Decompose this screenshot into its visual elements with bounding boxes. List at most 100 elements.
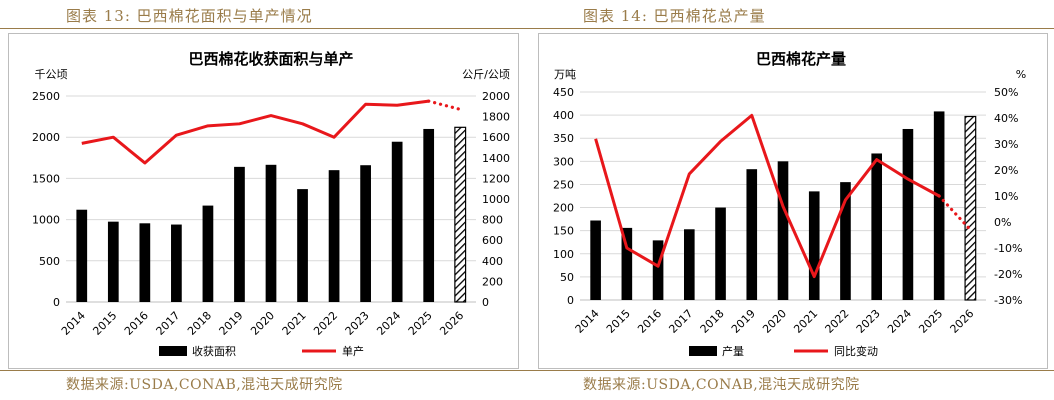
bar-产量 (871, 153, 883, 300)
bar-产量 (808, 191, 820, 300)
x-axis-tick-label: 2017 (154, 309, 183, 338)
bar-产量 (964, 115, 977, 301)
chart-panel-right: 巴西棉花产量 万吨 % 0 50 100 150 200 250 300 350 400 450 -… (538, 33, 1048, 369)
right-axis-tick-label: 200 (482, 275, 503, 288)
right-axis-tick-label: 2000 (482, 90, 510, 103)
bottom-rule (0, 370, 1054, 371)
figure-caption-left: 图表 13: 巴西棉花面积与单产情况 (66, 7, 313, 25)
chart-title: 巴西棉花收获面积与单产 (188, 50, 353, 68)
bar-产量 (902, 128, 914, 300)
x-axis-tick-label: 2016 (635, 307, 664, 336)
bar-收获面积 (391, 141, 403, 302)
top-rule (0, 28, 1054, 29)
data-source-right: 数据来源:USDA,CONAB,混沌天成研究院 (583, 377, 860, 393)
x-axis-tick-label: 2024 (885, 307, 914, 336)
x-axis-tick-label: 2019 (729, 307, 758, 336)
right-axis-tick-label: 20% (994, 164, 1018, 177)
left-axis-tick-label: 1000 (32, 214, 60, 227)
right-axis-tick-label: 1000 (482, 193, 510, 206)
right-axis-tick-label: -10% (994, 242, 1022, 255)
right-axis-tick-label: -30% (994, 294, 1022, 307)
right-axis-tick-label: 0% (994, 216, 1011, 229)
right-axis-tick-label: 10% (994, 190, 1018, 203)
left-axis-tick-label: 50 (560, 271, 574, 284)
bar-收获面积 (454, 126, 467, 303)
right-axis-tick-label: 400 (482, 255, 503, 268)
x-axis-tick-label: 2014 (573, 307, 602, 336)
right-axis-tick-label: -20% (994, 268, 1022, 281)
x-axis-tick-label: 2021 (280, 309, 309, 338)
x-axis-tick-label: 2020 (248, 309, 277, 338)
bar-产量 (652, 240, 664, 300)
x-axis-tick-label: 2023 (343, 309, 372, 338)
line-单产 (81, 99, 429, 165)
x-axis-tick-label: 2025 (406, 309, 435, 338)
bar-收获面积 (171, 224, 182, 302)
figure-caption-right: 图表 14: 巴西棉花总产量 (583, 7, 766, 25)
bar-收获面积 (265, 164, 277, 302)
left-axis-tick-label: 0 (567, 294, 574, 307)
right-axis-tick-label: 1400 (482, 152, 510, 165)
line-forecast-同比变动 (937, 194, 972, 232)
bar-收获面积 (423, 128, 435, 302)
right-axis-tick-label: 1200 (482, 172, 510, 185)
bar-收获面积 (139, 223, 151, 302)
right-axis-tick-label: 600 (482, 234, 503, 247)
bar-产量 (777, 161, 789, 300)
bar-收获面积 (107, 221, 119, 302)
x-axis-tick-label: 2015 (90, 309, 119, 338)
right-axis-tick-label: 50% (994, 86, 1018, 99)
left-axis-tick-label: 1500 (32, 172, 60, 185)
x-axis-tick-label: 2019 (217, 309, 246, 338)
bar-收获面积 (297, 189, 308, 302)
bar-收获面积 (360, 165, 371, 302)
right-axis-tick-label: 40% (994, 112, 1018, 125)
x-axis-tick-label: 2020 (760, 307, 789, 336)
x-axis-tick-label: 2022 (311, 309, 340, 338)
left-axis-tick-label: 300 (553, 155, 574, 168)
bar-产量 (590, 220, 601, 300)
bar-收获面积 (234, 166, 245, 302)
chart-title: 巴西棉花产量 (756, 50, 846, 68)
left-axis-tick-label: 250 (553, 178, 574, 191)
left-axis-tick-label: 350 (553, 132, 574, 145)
x-axis-tick-label: 2015 (604, 307, 633, 336)
bar-产量 (621, 227, 633, 300)
legend-swatch-bar (159, 346, 187, 356)
left-axis-tick-label: 2500 (32, 90, 60, 103)
bar-产量 (683, 229, 695, 300)
legend-label-bar: 产量 (722, 344, 744, 358)
left-axis-unit: 千公顷 (35, 68, 68, 81)
x-axis-tick-label: 2016 (122, 309, 151, 338)
x-axis-tick-label: 2023 (854, 307, 883, 336)
left-axis-unit: 万吨 (554, 68, 576, 81)
x-axis-tick-label: 2017 (666, 307, 695, 336)
right-axis-tick-label: 1600 (482, 131, 510, 144)
x-axis-tick-label: 2021 (791, 307, 820, 336)
bar-产量 (715, 207, 726, 300)
left-axis-tick-label: 400 (553, 109, 574, 122)
left-axis-tick-label: 150 (553, 225, 574, 238)
x-axis-tick-label: 2018 (698, 307, 727, 336)
x-axis-tick-label: 2018 (185, 309, 214, 338)
right-axis-tick-label: 30% (994, 138, 1018, 151)
x-axis-tick-label: 2022 (823, 307, 852, 336)
line-forecast-单产 (427, 99, 462, 111)
bar-收获面积 (76, 209, 88, 302)
bar-产量 (933, 111, 945, 300)
x-axis-tick-label: 2014 (59, 309, 88, 338)
legend-label-line: 同比变动 (834, 344, 878, 358)
x-axis-tick-label: 2024 (374, 309, 403, 338)
chart-panel-left: 巴西棉花收获面积与单产 千公顷 公斤/公顷 0 500 1000 1500 2000 25… (8, 33, 519, 369)
left-axis-tick-label: 500 (39, 255, 60, 268)
x-axis-tick-label: 2026 (437, 309, 466, 338)
chart-production-svg: 巴西棉花产量 万吨 % 0 50 100 150 200 250 300 350 400 450 -… (553, 50, 1026, 358)
chart-area-yield-svg: 巴西棉花收获面积与单产 千公顷 公斤/公顷 0 500 1000 1500 2000 25… (32, 50, 510, 358)
left-axis-tick-label: 200 (553, 202, 574, 215)
right-axis-tick-label: 1800 (482, 111, 510, 124)
left-axis-tick-label: 450 (553, 86, 574, 99)
right-axis-unit: 公斤/公顷 (462, 68, 510, 81)
x-axis-tick-label: 2025 (916, 307, 945, 336)
bar-产量 (840, 182, 851, 300)
right-axis-tick-label: 0 (482, 296, 489, 309)
